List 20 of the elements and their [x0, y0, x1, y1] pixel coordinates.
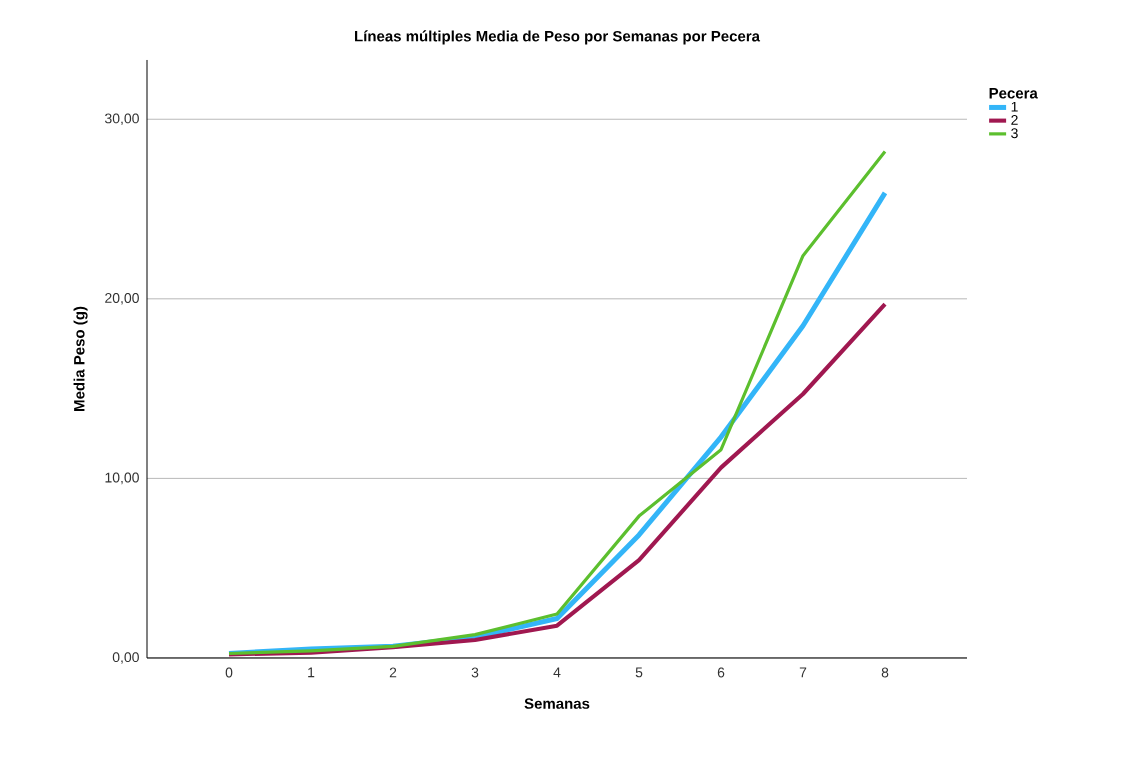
x-axis-title: Semanas — [524, 698, 590, 709]
x-tick-label: 5 — [635, 667, 643, 678]
y-tick-label: 0,00 — [112, 652, 139, 664]
legend-label: 3 — [1011, 128, 1018, 139]
y-axis-title: Media Peso (g) — [73, 306, 88, 411]
legend-title: Pecera — [989, 88, 1038, 99]
y-tick-label: 30,00 — [104, 113, 139, 126]
x-tick-label: 3 — [471, 667, 479, 678]
y-tick-label: 10,00 — [105, 472, 139, 485]
y-tick-label: 20,00 — [105, 293, 139, 305]
x-tick-label: 0 — [225, 667, 233, 678]
x-tick-label: 7 — [799, 667, 807, 678]
chart-title: Líneas múltiples Media de Peso por Semanas por Pecera — [355, 30, 761, 45]
x-tick-label: 8 — [881, 667, 889, 678]
x-tick-label: 4 — [553, 667, 561, 678]
x-tick-label: 1 — [308, 667, 315, 678]
legend-label: 2 — [1011, 114, 1018, 125]
legend-label: 1 — [1011, 101, 1018, 112]
x-tick-label: 6 — [717, 667, 725, 678]
x-tick-label: 2 — [389, 667, 397, 678]
